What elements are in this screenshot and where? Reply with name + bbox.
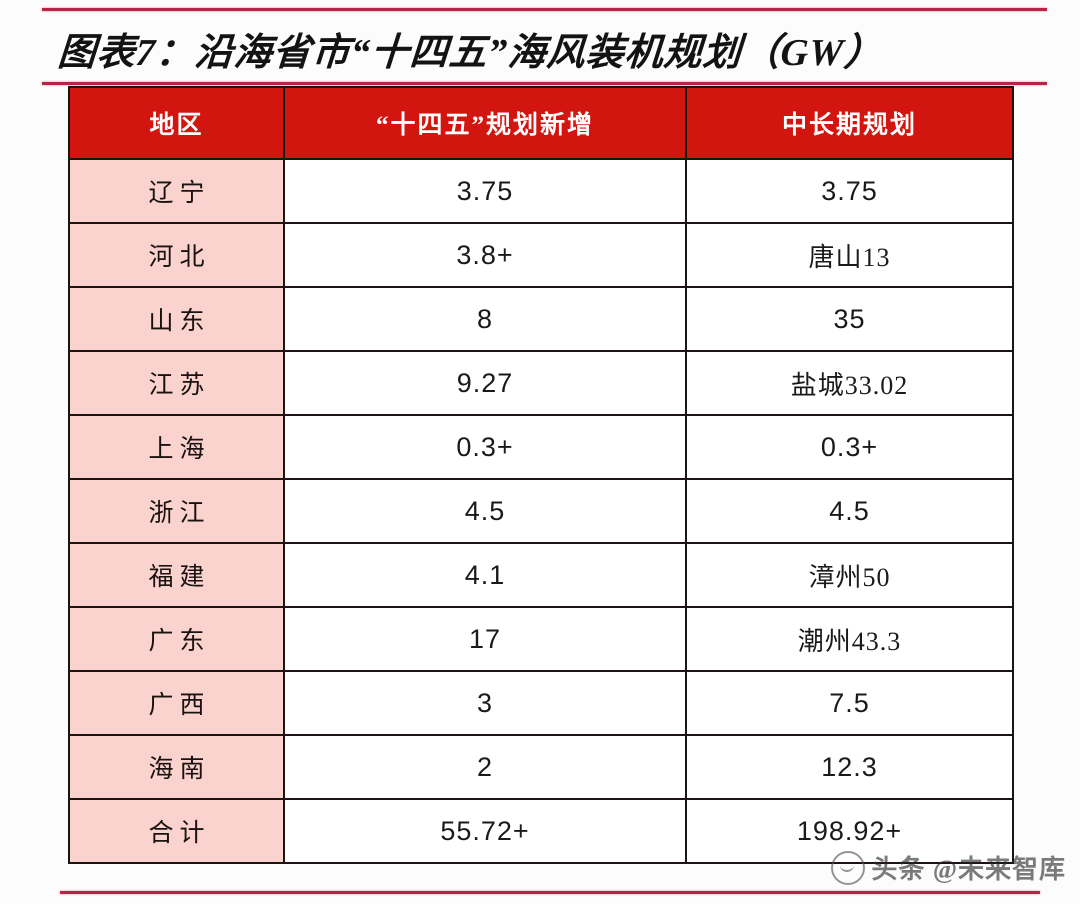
cell-long-term: 0.3+ [685, 414, 1014, 480]
cell-region: 海南 [68, 734, 285, 800]
table-row: 上海 0.3+ 0.3+ [68, 414, 1014, 480]
cell-long-term: 潮州43.3 [685, 606, 1014, 672]
cell-new-add: 8 [283, 286, 687, 352]
cell-new-add: 3 [283, 670, 687, 736]
table-body: 辽宁 3.75 3.75 河北 3.8+ 唐山13 山东 8 35 江苏 9.2… [68, 158, 1014, 864]
table-row: 海南 2 12.3 [68, 734, 1014, 800]
table-row: 河北 3.8+ 唐山13 [68, 222, 1014, 288]
table-row-total: 合计 55.72+ 198.92+ [68, 798, 1014, 864]
cell-long-term: 3.75 [685, 158, 1014, 224]
cell-new-add: 4.1 [283, 542, 687, 608]
cell-long-term: 12.3 [685, 734, 1014, 800]
table-header-row: 地区 “十四五”规划新增 中长期规划 [68, 86, 1014, 160]
cell-region: 山东 [68, 286, 285, 352]
planning-table-container: 地区 “十四五”规划新增 中长期规划 辽宁 3.75 3.75 河北 3.8+ … [68, 86, 1014, 864]
cell-long-term: 35 [685, 286, 1014, 352]
cell-new-add: 4.5 [283, 478, 687, 544]
table-header: 地区 “十四五”规划新增 中长期规划 [68, 86, 1014, 160]
cell-new-add: 17 [283, 606, 687, 672]
page-title: 图表7：沿海省市“十四五”海风装机规划（GW） [56, 31, 885, 74]
column-header-long-term: 中长期规划 [685, 86, 1014, 160]
cell-new-add: 2 [283, 734, 687, 800]
cell-new-add: 3.75 [283, 158, 687, 224]
cell-region: 辽宁 [68, 158, 285, 224]
table-row: 江苏 9.27 盐城33.02 [68, 350, 1014, 416]
cell-new-add: 9.27 [283, 350, 687, 416]
cell-region: 广东 [68, 606, 285, 672]
column-header-new-add: “十四五”规划新增 [283, 86, 687, 160]
cell-region: 河北 [68, 222, 285, 288]
cell-long-term: 唐山13 [685, 222, 1014, 288]
cell-new-add: 3.8+ [283, 222, 687, 288]
table-row: 山东 8 35 [68, 286, 1014, 352]
figure-title-area: 图表7：沿海省市“十四五”海风装机规划（GW） [56, 18, 1048, 78]
offshore-wind-planning-table: 地区 “十四五”规划新增 中长期规划 辽宁 3.75 3.75 河北 3.8+ … [68, 86, 1014, 864]
cell-region: 福建 [68, 542, 285, 608]
table-row: 辽宁 3.75 3.75 [68, 158, 1014, 224]
title-underline-rule [42, 82, 1047, 85]
cell-long-term: 7.5 [685, 670, 1014, 736]
column-header-region: 地区 [68, 86, 285, 160]
table-row: 福建 4.1 漳州50 [68, 542, 1014, 608]
cell-region: 浙江 [68, 478, 285, 544]
cell-region: 上海 [68, 414, 285, 480]
cell-new-add: 0.3+ [283, 414, 687, 480]
cell-long-term: 198.92+ [685, 798, 1014, 864]
cell-region: 江苏 [68, 350, 285, 416]
cell-long-term: 漳州50 [685, 542, 1014, 608]
cell-new-add: 55.72+ [283, 798, 687, 864]
cell-long-term: 盐城33.02 [685, 350, 1014, 416]
table-row: 广西 3 7.5 [68, 670, 1014, 736]
top-divider-rule [42, 8, 1047, 11]
bottom-divider-rule [60, 891, 1040, 894]
table-row: 浙江 4.5 4.5 [68, 478, 1014, 544]
cell-region: 广西 [68, 670, 285, 736]
cell-long-term: 4.5 [685, 478, 1014, 544]
table-row: 广东 17 潮州43.3 [68, 606, 1014, 672]
cell-region: 合计 [68, 798, 285, 864]
